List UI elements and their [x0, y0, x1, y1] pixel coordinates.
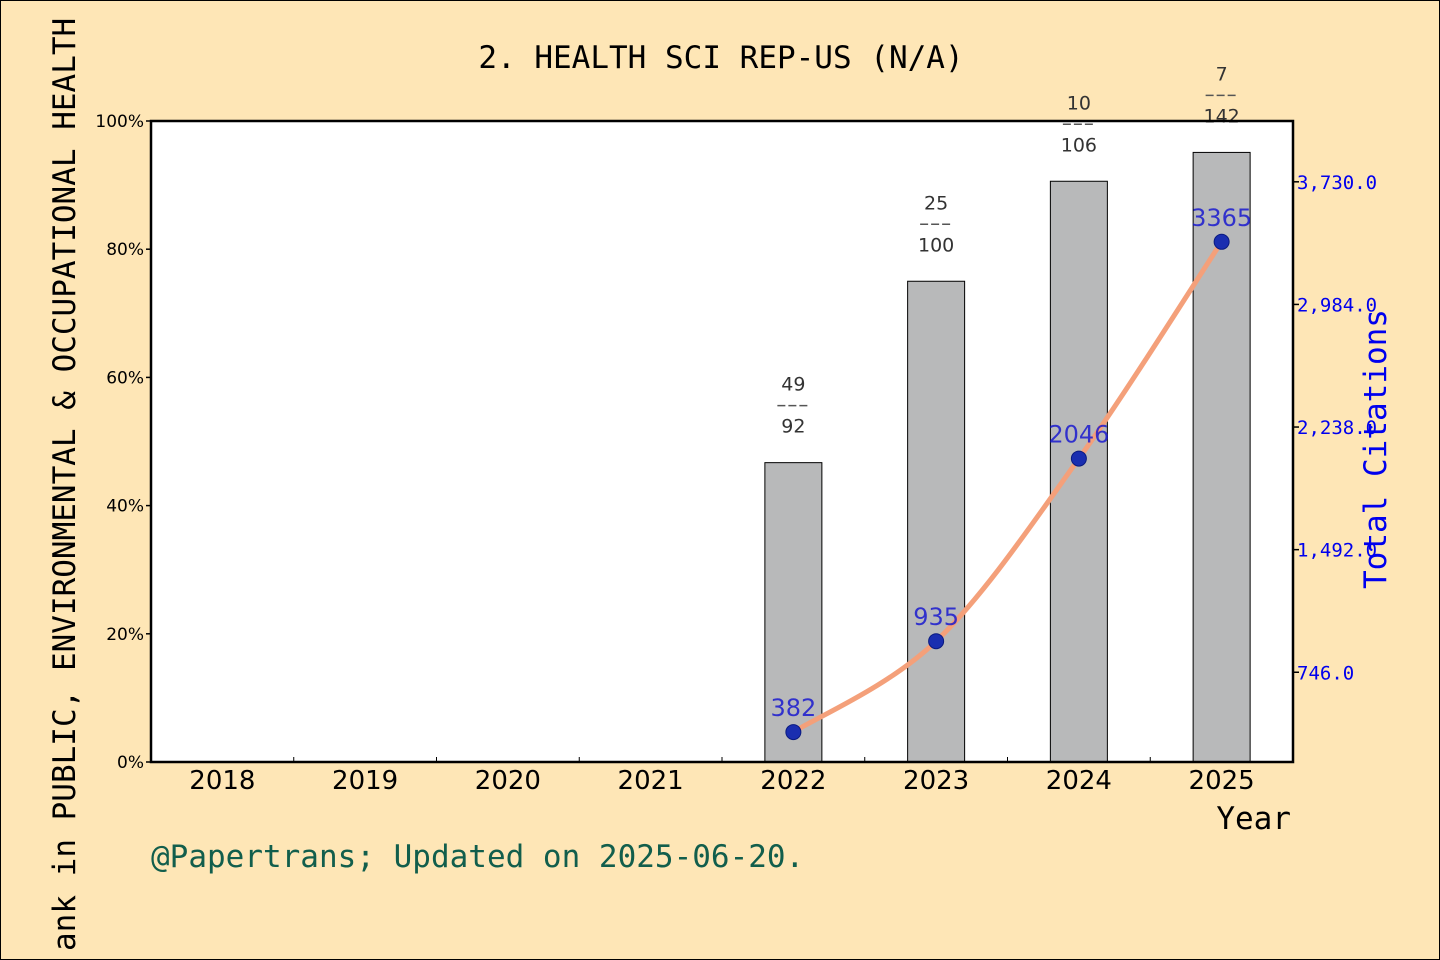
y2-tick-label: 2,984.0: [1297, 294, 1377, 316]
citation-point-2025: [1213, 233, 1230, 250]
citation-value-label: 2046: [1048, 421, 1109, 449]
left-axis: 0% 20% 40% 60% 80% 100%: [95, 112, 151, 773]
bar-2025: [1192, 151, 1251, 763]
x-tick-label: 2019: [332, 766, 398, 796]
bar-rank-label: 10: [1067, 92, 1091, 114]
y-tick-label: 60%: [106, 368, 144, 388]
x-tick-label: 2020: [475, 766, 541, 796]
citation-points: [785, 233, 1230, 741]
plot-area: [151, 121, 1293, 762]
bar-2024: [1049, 180, 1108, 763]
y-tick-label: 40%: [106, 497, 144, 517]
bar-total-label: 100: [918, 234, 954, 256]
y-tick-label: 20%: [106, 625, 144, 645]
y2-tick-label: 1,492.0: [1297, 540, 1377, 562]
citation-point-2024: [1070, 450, 1087, 467]
y-axis-title: ank in PUBLIC, ENVIRONMENTAL & OCCUPATIO…: [47, 18, 83, 951]
citation-value-label: 382: [770, 694, 816, 722]
bar-total-label: 92: [781, 416, 805, 438]
y2-tick-label: 3,730.0: [1297, 172, 1377, 194]
footnote: @Papertrans; Updated on 2025-06-20.: [151, 839, 804, 875]
citation-value-label: 935: [913, 603, 959, 631]
y-tick-label: 100%: [95, 112, 144, 132]
bar-rank-label: 7: [1216, 63, 1228, 85]
x-tick-label: 2023: [903, 766, 969, 796]
x-axis: 2018 2019 2020 2021 2022 2023 2024 2025: [189, 757, 1255, 796]
y2-tick-label: 2,238.0: [1297, 417, 1377, 439]
chart-title: 2. HEALTH SCI REP-US (N/A): [478, 40, 963, 76]
citation-line: [790, 239, 1225, 735]
bar-total-label: 142: [1203, 105, 1239, 127]
x-tick-label: 2021: [618, 766, 684, 796]
bar-rank-label: 49: [781, 374, 805, 396]
right-axis: 746.0 1,492.0 2,238.0 2,984.0 3,730.0: [1293, 172, 1377, 684]
y2-tick-label: 746.0: [1297, 662, 1354, 684]
citation-labels: 382 935 2046 3365: [770, 204, 1252, 722]
y-tick-label: 80%: [106, 240, 144, 260]
citation-point-2022: [785, 724, 802, 741]
x-tick-label: 2024: [1046, 766, 1112, 796]
y-tick-label: 0%: [117, 753, 144, 773]
bar-rank-label: 25: [924, 192, 948, 214]
bar-2022: [764, 462, 823, 763]
bar-total-label: 106: [1061, 134, 1097, 156]
bars: [764, 151, 1251, 763]
x-axis-title: Year: [1216, 801, 1291, 837]
x-tick-label: 2018: [189, 766, 255, 796]
bar-2023: [907, 280, 966, 763]
bar-annotations: 49 92 25 100 10 106 7 142: [777, 63, 1240, 438]
citation-point-2023: [928, 633, 945, 650]
y2-axis-title: Total Citations: [1358, 309, 1394, 589]
citation-value-label: 3365: [1191, 204, 1252, 232]
x-tick-label: 2022: [760, 766, 826, 796]
x-tick-label: 2025: [1189, 766, 1255, 796]
